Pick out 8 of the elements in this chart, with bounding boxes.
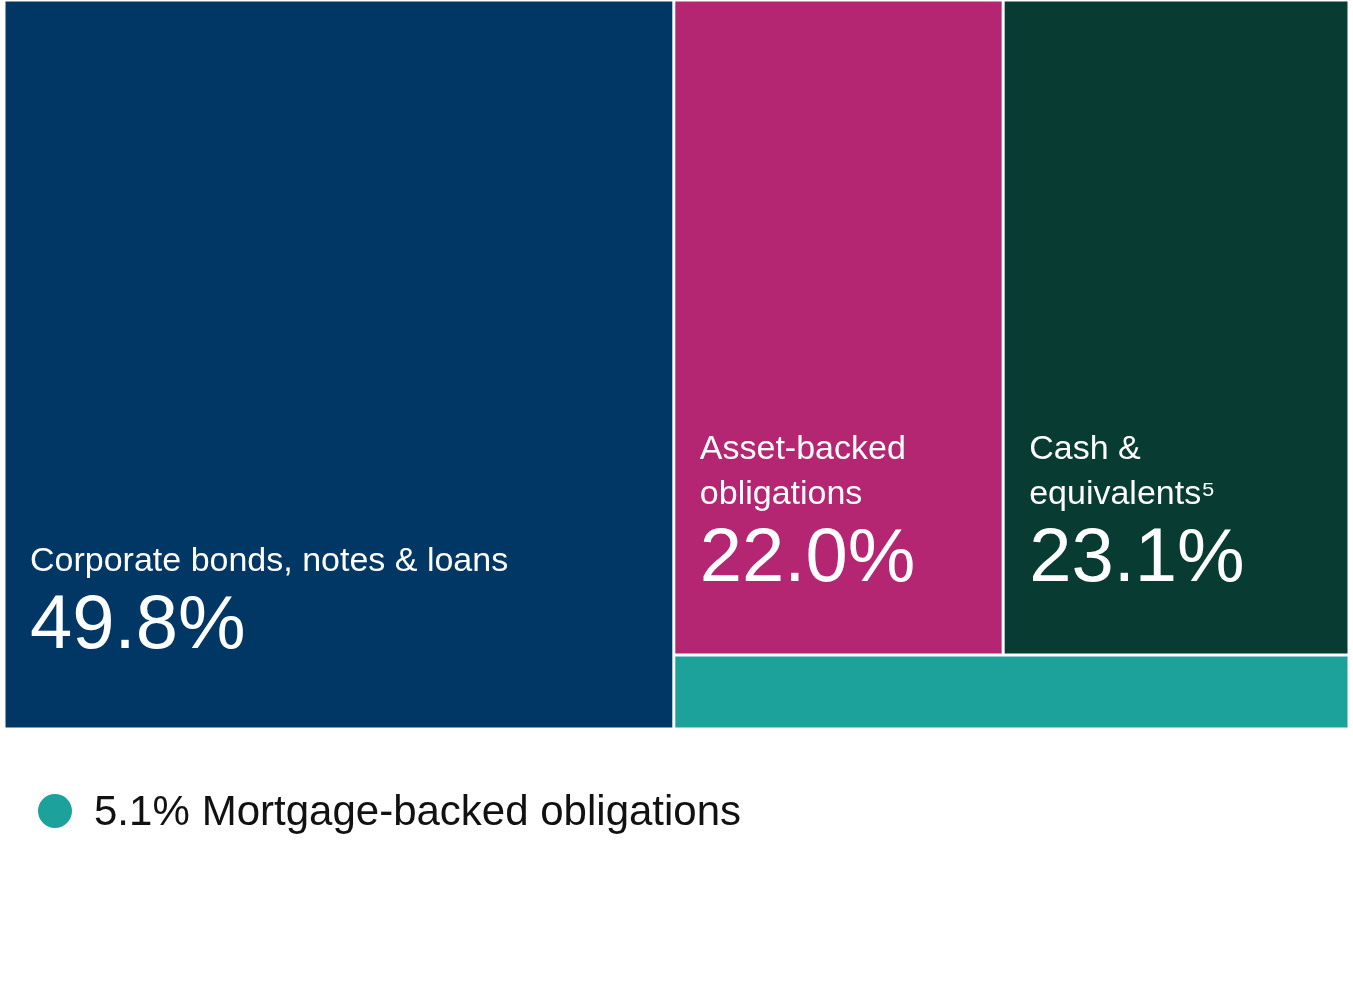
category-label: Asset-backed obligations bbox=[699, 428, 916, 512]
category-label: Corporate bonds, notes & loans bbox=[30, 540, 509, 579]
category-label: Cash & equivalents⁵ bbox=[1029, 428, 1216, 512]
data-label: 5.1% bbox=[94, 787, 190, 835]
data-label: 22.0% bbox=[699, 512, 916, 598]
data-label: 49.8% bbox=[30, 579, 246, 665]
data-label: 23.1% bbox=[1029, 512, 1245, 598]
category-label: Mortgage-backed obligations bbox=[201, 787, 742, 835]
